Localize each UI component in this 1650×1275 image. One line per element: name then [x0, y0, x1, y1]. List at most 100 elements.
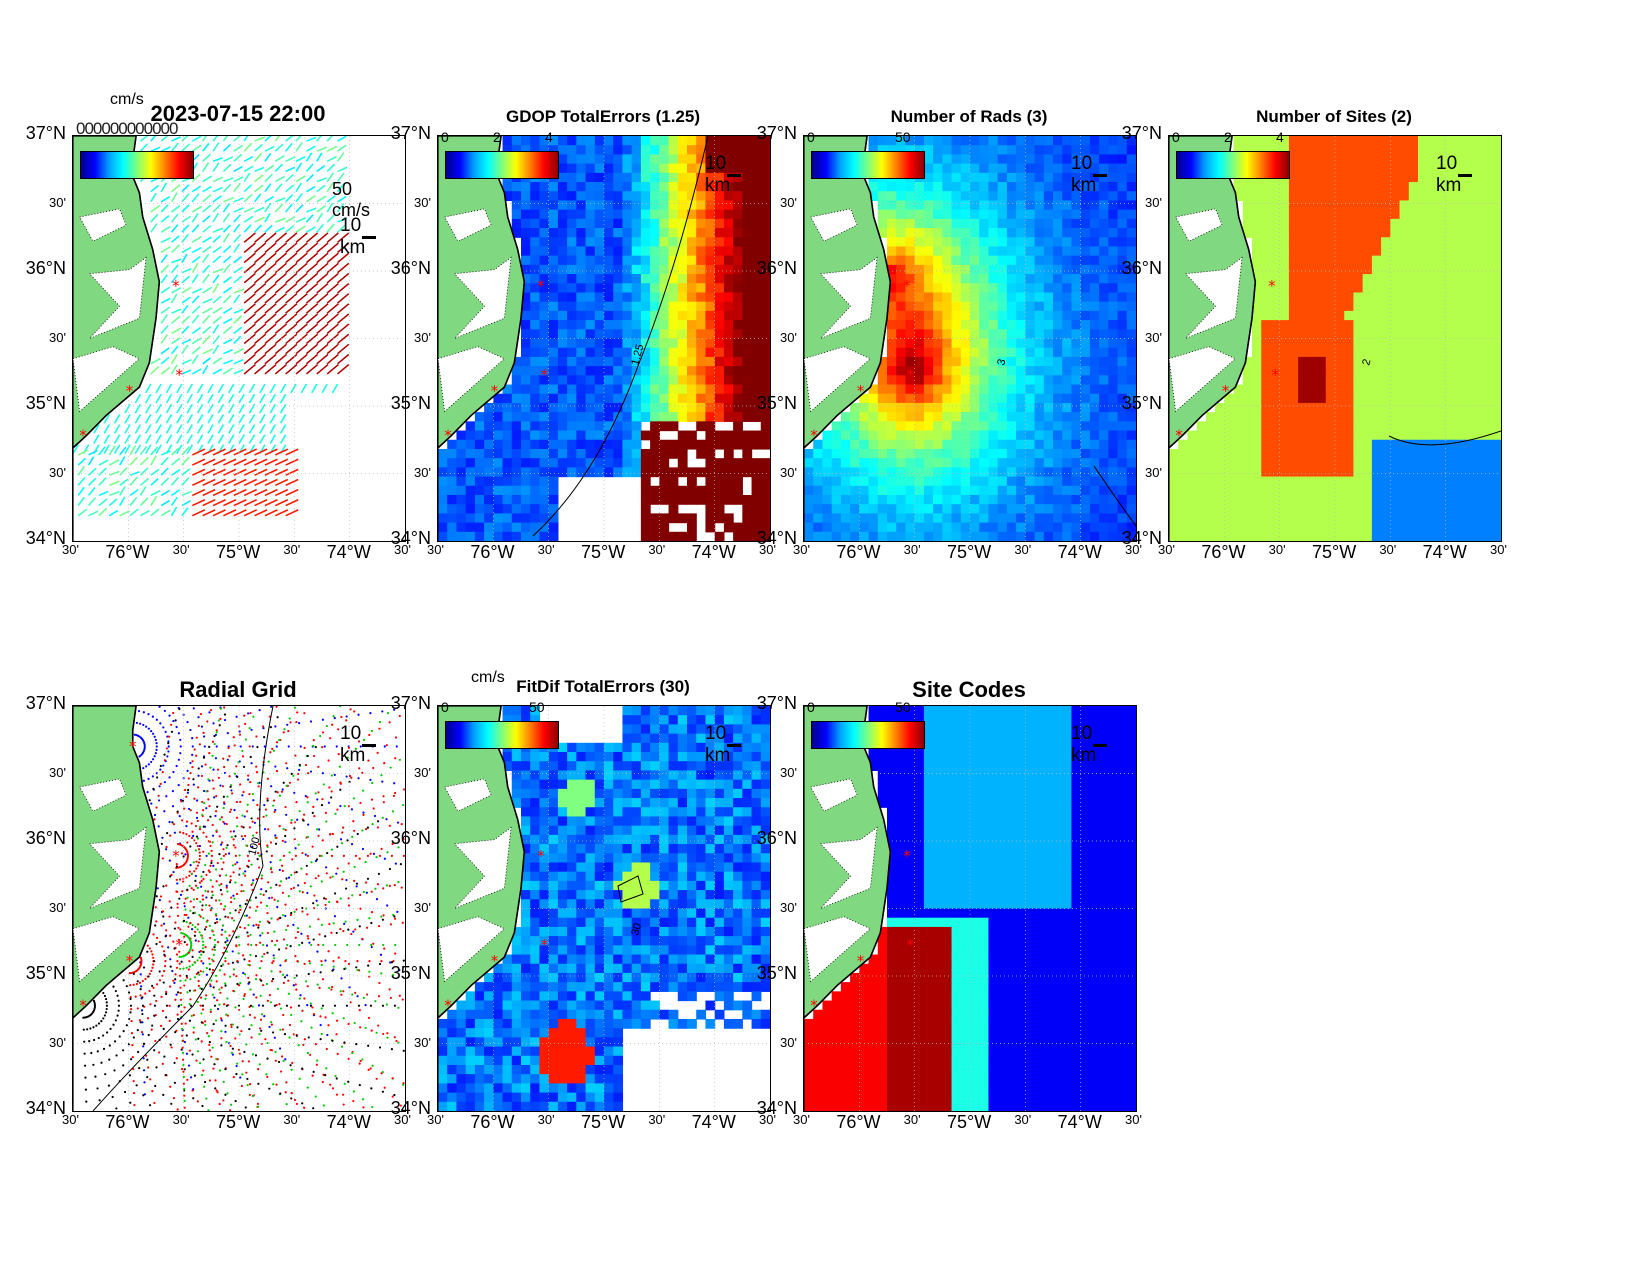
heatmap-cell	[1316, 237, 1327, 248]
heatmap-cell	[1362, 439, 1373, 450]
current-vector	[202, 357, 212, 365]
heatmap-cell	[677, 218, 688, 229]
heatmap-cell	[1491, 292, 1501, 303]
heatmap-cell	[1445, 375, 1456, 386]
heatmap-cell	[650, 237, 660, 248]
heatmap-cell	[1178, 504, 1189, 514]
radial-grid-point	[372, 852, 376, 855]
heatmap-cell	[905, 485, 916, 496]
heatmap-cell	[1307, 448, 1318, 459]
current-vector	[233, 359, 244, 365]
heatmap-cell	[668, 255, 679, 266]
heatmap-cell	[1427, 504, 1438, 514]
heatmap-cell	[640, 237, 651, 248]
heatmap-cell	[677, 393, 688, 404]
heatmap-cell	[1062, 264, 1073, 275]
heatmap-cell	[1491, 329, 1501, 340]
current-vector	[264, 353, 277, 365]
current-vector	[160, 347, 170, 355]
heatmap-cell	[840, 439, 851, 450]
heatmap-cell	[548, 301, 559, 312]
heatmap-cell	[1006, 310, 1017, 321]
heatmap-cell	[530, 209, 541, 220]
heatmap-cell	[1408, 421, 1419, 432]
heatmap-cell	[631, 467, 642, 478]
current-vector	[295, 323, 308, 335]
heatmap-cell	[751, 504, 762, 514]
heatmap-cell	[1006, 191, 1017, 202]
heatmap-cell	[742, 136, 753, 146]
heatmap-cell	[1316, 421, 1327, 432]
latitude-label: 35°N	[25, 393, 66, 413]
heatmap-cell	[970, 329, 980, 340]
heatmap-cell	[896, 421, 907, 432]
current-vector	[124, 434, 131, 444]
heatmap-cell	[1071, 347, 1082, 358]
heatmap-cell	[1016, 182, 1026, 192]
heatmap-cell	[631, 292, 642, 303]
heatmap-cell	[1325, 412, 1336, 422]
heatmap-cell	[1117, 439, 1128, 450]
heatmap-cell	[1399, 504, 1410, 514]
current-vector	[243, 448, 258, 456]
heatmap-cell	[1099, 384, 1109, 395]
heatmap-cell	[1298, 513, 1308, 524]
heatmap-cell	[456, 531, 467, 541]
heatmap-cell	[650, 163, 660, 174]
heatmap-cell	[668, 145, 679, 156]
heatmap-cell	[1233, 136, 1244, 146]
heatmap-cell	[1307, 338, 1318, 349]
heatmap-cell	[668, 412, 679, 422]
heatmap-cell	[840, 458, 851, 468]
current-vector	[98, 477, 107, 486]
heatmap-cell	[1381, 494, 1391, 505]
heatmap-cell	[622, 402, 633, 413]
current-vector	[160, 334, 169, 345]
heatmap-cell	[1362, 301, 1373, 312]
heatmap-cell	[1464, 264, 1474, 275]
heatmap-cell	[970, 172, 980, 183]
heatmap-cell	[548, 494, 559, 505]
heatmap-cell	[677, 264, 688, 275]
current-vector	[181, 325, 190, 334]
longitude-minor-label: 30'	[1158, 542, 1175, 557]
current-vector	[243, 313, 256, 324]
radial-grid-point	[154, 752, 157, 755]
heatmap-cell	[1491, 209, 1501, 220]
heatmap-cell	[1307, 274, 1318, 284]
heatmap-cell	[687, 264, 697, 275]
heatmap-cell	[951, 513, 962, 524]
heatmap-cell	[1482, 329, 1493, 340]
radial-grid-point	[166, 755, 169, 758]
heatmap-cell	[1298, 218, 1308, 229]
heatmap-cell	[659, 163, 670, 174]
longitude-minor-label: 30'	[793, 542, 810, 557]
current-vector	[254, 166, 265, 173]
heatmap-cell	[594, 172, 605, 183]
current-vector	[275, 217, 286, 223]
heatmap-cell	[521, 255, 531, 266]
heatmap-cell	[594, 320, 605, 330]
heatmap-cell	[1353, 320, 1364, 330]
heatmap-cell	[742, 172, 753, 183]
heatmap-cell	[859, 421, 870, 432]
heatmap-cell	[1344, 264, 1355, 275]
heatmap-cell	[840, 467, 851, 478]
heatmap-cell	[1371, 274, 1382, 284]
heatmap-cell	[896, 531, 907, 541]
heatmap-cell	[521, 228, 531, 238]
current-vector	[337, 272, 350, 284]
heatmap-cell	[742, 163, 753, 174]
heatmap-cell	[979, 200, 990, 211]
heatmap-cell	[1436, 384, 1447, 395]
heatmap-cell	[613, 191, 624, 202]
heatmap-cell	[557, 172, 568, 183]
heatmap-cell	[687, 366, 697, 376]
heatmap-cell	[687, 255, 697, 266]
heatmap-cell	[650, 255, 660, 266]
heatmap-cell	[951, 448, 962, 459]
heatmap-cell	[1126, 255, 1136, 266]
heatmap-cell	[567, 145, 577, 156]
heatmap-cell	[1080, 310, 1091, 321]
current-vector	[150, 223, 158, 233]
